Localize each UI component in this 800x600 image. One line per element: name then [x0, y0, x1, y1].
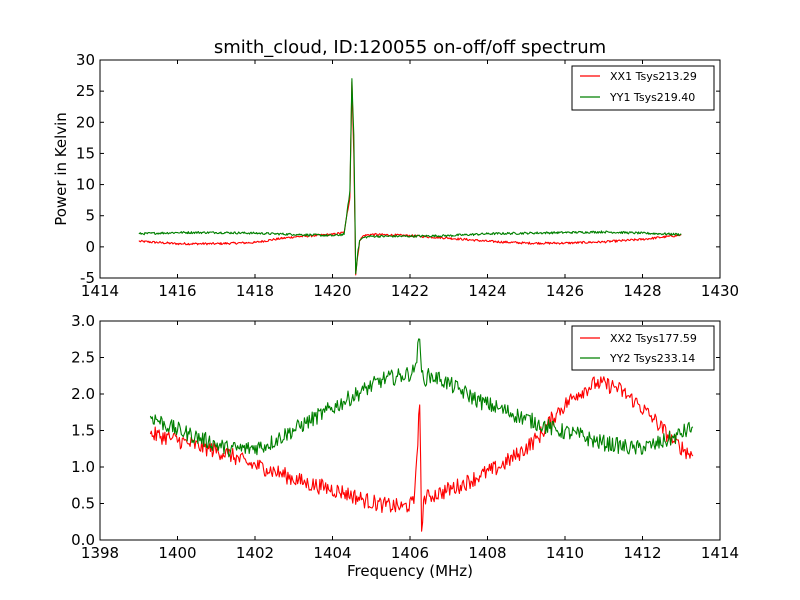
- top-panel-title: smith_cloud, ID:120055 on-off/off spectr…: [214, 37, 606, 58]
- top-x-tick-label: 1426: [546, 282, 584, 300]
- bottom-panel-ticks: 1398 1400 1402 1404 1406 1408 1410 1412 1414 0.0 0…: [71, 312, 739, 562]
- top-x-tick-label: 1418: [236, 282, 274, 300]
- top-x-tick-label: 1430: [701, 282, 739, 300]
- top-series-line-yy: [138, 78, 682, 275]
- bottom-x-tick-label: 1402: [236, 544, 274, 562]
- top-series-line-xx: [138, 81, 682, 276]
- bottom-spectrum-panel: Frequency (MHz) 1398 1400 1402 1404 1406 1408…: [71, 312, 739, 580]
- bottom-y-tick-label: 2.0: [71, 385, 95, 403]
- top-panel-ticks: 1414 1416 1418 1420 1422 1424 1426 1428 1430 -5 0 5…: [76, 51, 739, 300]
- top-panel-y-axis-label: Power in Kelvin: [52, 112, 70, 226]
- bottom-series-line-yy: [149, 338, 694, 458]
- bottom-panel-frame: [99, 320, 721, 541]
- bottom-x-tick-label: 1400: [158, 544, 196, 562]
- top-y-tick-label: 10: [76, 176, 95, 194]
- top-x-tick-label: 1422: [391, 282, 429, 300]
- bottom-legend-label-xx2: XX2 Tsys177.59: [610, 332, 697, 345]
- top-x-tick-label: 1424: [468, 282, 506, 300]
- bottom-y-tick-label: 0.5: [71, 495, 95, 513]
- bottom-legend-label-yy2: YY2 Tsys233.14: [609, 352, 695, 365]
- top-y-tick-label: 15: [76, 144, 95, 162]
- bottom-panel-x-axis-label: Frequency (MHz): [347, 562, 473, 580]
- bottom-x-tick-label: 1408: [468, 544, 506, 562]
- bottom-x-tick-label: 1412: [623, 544, 661, 562]
- top-legend-box: [571, 65, 715, 111]
- bottom-x-tick-label: 1406: [391, 544, 429, 562]
- top-legend-label-yy1: YY1 Tsys219.40: [609, 91, 695, 104]
- top-y-tick-label: 30: [76, 51, 95, 69]
- bottom-x-tick-label: 1410: [546, 544, 584, 562]
- top-x-tick-label: 1414: [81, 282, 119, 300]
- top-y-tick-label: 25: [76, 82, 95, 100]
- top-y-tick-label: -5: [80, 269, 95, 287]
- top-y-tick-label: 0: [85, 238, 95, 256]
- bottom-panel-legend: XX2 Tsys177.59 YY2 Tsys233.14: [571, 325, 715, 371]
- top-x-tick-label: 1420: [313, 282, 351, 300]
- bottom-y-tick-label: 3.0: [71, 312, 95, 330]
- bottom-x-tick-label: 1398: [81, 544, 119, 562]
- bottom-series-line-xx: [149, 376, 694, 532]
- top-panel-frame: [99, 59, 721, 279]
- top-x-tick-label: 1416: [158, 282, 196, 300]
- bottom-y-tick-label: 2.5: [71, 349, 95, 367]
- top-x-tick-label: 1428: [623, 282, 661, 300]
- bottom-legend-box: [571, 325, 715, 371]
- bottom-y-tick-label: 1.0: [71, 458, 95, 476]
- top-y-tick-label: 20: [76, 113, 95, 131]
- top-panel-series: [138, 78, 682, 276]
- top-legend-label-xx1: XX1 Tsys213.29: [610, 70, 697, 83]
- top-y-tick-label: 5: [85, 207, 95, 225]
- bottom-x-tick-label: 1404: [313, 544, 351, 562]
- top-panel-legend: XX1 Tsys213.29 YY1 Tsys219.40: [571, 65, 715, 111]
- bottom-panel-series: [149, 338, 694, 532]
- bottom-y-tick-label: 1.5: [71, 422, 95, 440]
- top-spectrum-panel: smith_cloud, ID:120055 on-off/off spectr…: [52, 37, 739, 300]
- bottom-y-tick-label: 0.0: [71, 531, 95, 549]
- bottom-x-tick-label: 1414: [701, 544, 739, 562]
